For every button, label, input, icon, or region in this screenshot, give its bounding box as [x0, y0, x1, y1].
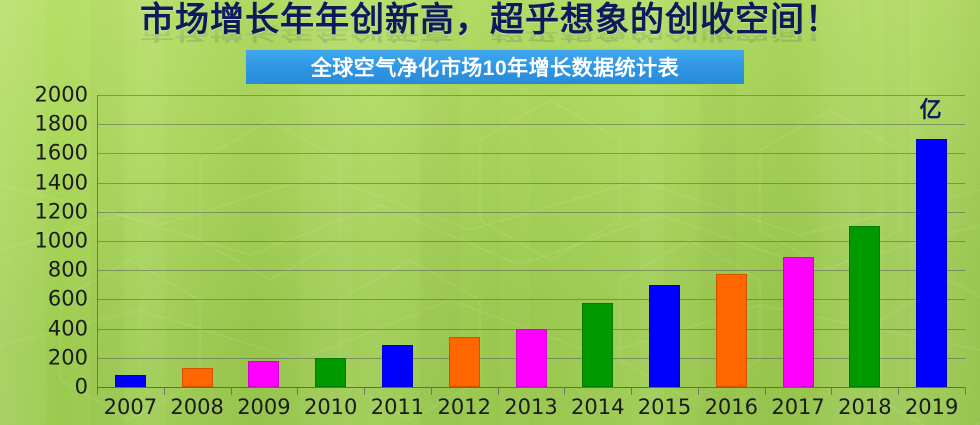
bar-chart: 2000 1800 1600 1400 1200 1000 800 600 400 200 0 亿 …	[0, 84, 980, 425]
gridline	[97, 211, 965, 213]
gridline	[97, 241, 965, 242]
gridline	[97, 124, 965, 126]
y-axis-tick-label: 1800	[34, 111, 88, 136]
x-axis-tick-label-2016: 2016	[704, 395, 759, 419]
gridline	[97, 299, 965, 301]
y-axis-tick-label: 200	[47, 345, 88, 370]
x-axis-tick	[497, 387, 499, 395]
x-axis-tick	[631, 387, 633, 395]
subtitle-text: 全球空气净化市场10年增长数据统计表	[310, 57, 680, 80]
y-axis-tick-label: 1000	[34, 228, 88, 253]
bar-2015[interactable]	[649, 284, 681, 387]
gridline	[97, 153, 965, 155]
gridline	[97, 95, 965, 96]
x-axis-tick-label-2014: 2014	[571, 395, 625, 419]
bar-2013[interactable]	[515, 328, 547, 387]
x-axis-tick-label-2018: 2018	[838, 395, 892, 419]
x-axis-tick-label-2009: 2009	[237, 395, 291, 419]
bar-2014[interactable]	[582, 303, 614, 387]
gridline	[97, 182, 965, 184]
y-axis-tick-label: 800	[47, 257, 88, 282]
x-axis-labels: 2007 2008 2009 2010 2011 2012 2013 2014 2015 2016…	[97, 395, 965, 425]
x-axis-tick	[965, 387, 966, 395]
bar-2012[interactable]	[448, 337, 480, 387]
bar-2008[interactable]	[181, 368, 213, 387]
bar-2009[interactable]	[248, 360, 280, 387]
subtitle-banner: 全球空气净化市场10年增长数据统计表	[245, 49, 745, 85]
bar-2019[interactable]	[916, 138, 948, 387]
x-axis-tick-label-2011: 2011	[370, 395, 425, 419]
x-axis-tick-label-2019: 2019	[904, 395, 959, 419]
bar-2018[interactable]	[849, 226, 881, 387]
gridline	[97, 270, 965, 272]
x-axis-tick-label-2015: 2015	[637, 395, 692, 419]
header: 市场增长年年创新高，超乎想象的创收空间！ 市场增长年年创新高，超乎想象的创收空间…	[0, 0, 980, 95]
x-axis-tick	[230, 387, 232, 395]
bar-2010[interactable]	[315, 357, 347, 387]
y-axis-tick-label: 600	[47, 286, 88, 311]
y-axis-tick-label: 400	[47, 316, 88, 341]
y-axis-labels: 2000 1800 1600 1400 1200 1000 800 600 400 200 0	[0, 84, 88, 399]
y-axis-tick-label: 0	[74, 374, 88, 399]
y-axis-tick-label: 1400	[34, 170, 88, 195]
x-axis-tick-label-2017: 2017	[771, 395, 825, 419]
x-axis-tick-label-2012: 2012	[437, 395, 491, 419]
x-axis-tick	[430, 387, 432, 395]
x-axis-tick	[297, 387, 299, 395]
x-axis-tick-label-2013: 2013	[504, 395, 558, 419]
x-axis-tick	[764, 387, 766, 395]
x-axis-tick-label-2007: 2007	[103, 395, 158, 419]
plot-area: 亿	[97, 95, 966, 395]
x-axis-tick	[697, 387, 699, 395]
bar-2007[interactable]	[114, 375, 146, 387]
x-axis-tick	[163, 387, 165, 395]
y-axis-tick-label: 2000	[34, 82, 88, 107]
x-axis-tick	[564, 387, 566, 395]
x-axis-tick	[898, 387, 900, 395]
y-axis-tick-label: 1600	[34, 140, 88, 165]
x-axis-tick	[831, 387, 833, 395]
x-axis-tick	[364, 387, 366, 395]
bar-2017[interactable]	[782, 257, 814, 387]
y-axis-tick-label: 1200	[34, 199, 88, 224]
gridline	[97, 387, 965, 388]
page-title: 市场增长年年创新高，超乎想象的创收空间！	[140, 1, 840, 39]
x-axis-tick-label-2008: 2008	[170, 395, 224, 419]
unit-label: 亿	[919, 96, 942, 122]
bar-2016[interactable]	[715, 273, 747, 387]
x-axis-tick-label-2010: 2010	[303, 395, 358, 419]
bar-2011[interactable]	[381, 344, 413, 387]
x-axis-tick	[97, 387, 98, 395]
